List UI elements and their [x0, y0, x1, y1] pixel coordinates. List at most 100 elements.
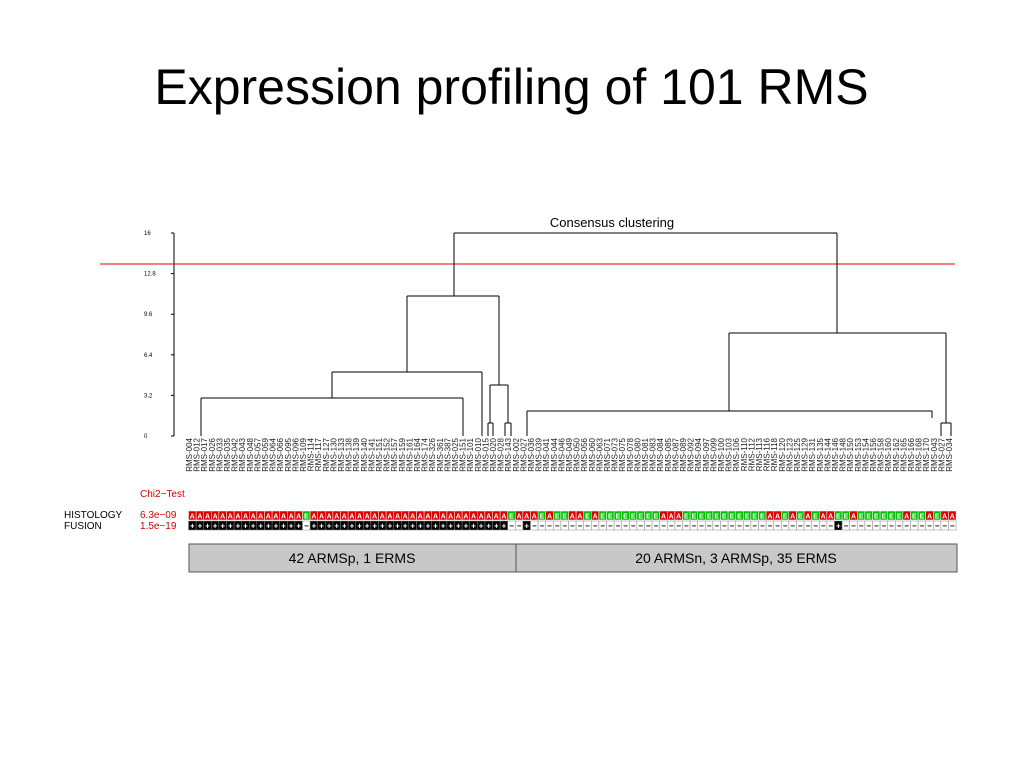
- fusion-cell-label: −: [692, 522, 697, 531]
- leaf-label: RMS-087: [671, 437, 680, 471]
- leaf-label: RMS-117: [314, 437, 323, 471]
- histology-cell-label: A: [273, 514, 278, 521]
- leaf-label: RMS-085: [664, 437, 673, 471]
- histology-cell-label: E: [730, 514, 735, 521]
- fusion-cell-label: −: [654, 522, 659, 531]
- leaf-label: RMS-100: [717, 437, 726, 471]
- leaf-label: RMS-025: [451, 437, 460, 471]
- histology-cell-label: E: [509, 514, 514, 521]
- fusion-cell-label: −: [517, 522, 522, 531]
- histology-cell-label: E: [540, 514, 545, 521]
- histology-cell-label: A: [281, 514, 286, 521]
- leaf-label: RMS-012: [193, 437, 202, 471]
- leaf-label: RMS-096: [291, 437, 300, 471]
- fusion-cell-label: −: [874, 522, 879, 531]
- histology-cell-label: E: [813, 514, 818, 521]
- fusion-cell-label: −: [851, 522, 856, 531]
- histology-cell-label: A: [486, 514, 491, 521]
- fusion-cell-label: −: [722, 522, 727, 531]
- fusion-cell-label: −: [676, 522, 681, 531]
- leaf-label: RMS-092: [687, 437, 696, 471]
- leaf-label: RMS-043: [930, 437, 939, 471]
- leaf-label: RMS-084: [656, 437, 665, 471]
- fusion-cell-label: +: [395, 522, 400, 531]
- leaf-label: RMS-027: [519, 437, 528, 471]
- fusion-cell-label: −: [866, 522, 871, 531]
- fusion-cell-label: −: [752, 522, 757, 531]
- y-tick-label: 9.6: [144, 312, 153, 318]
- group-box-right: [515, 543, 958, 573]
- fusion-cell-label: −: [798, 522, 803, 531]
- histology-cell-label: E: [646, 514, 651, 521]
- fusion-cell-label: +: [456, 522, 461, 531]
- leaf-label: RMS-060: [588, 437, 597, 471]
- leaf-label: RMS-168: [915, 437, 924, 471]
- dendrogram-branches: [200, 232, 952, 436]
- leaf-label: RMS-165: [899, 437, 908, 471]
- fusion-cell-label: +: [380, 522, 385, 531]
- group-box-left: [188, 543, 517, 573]
- fusion-cell-label: −: [532, 522, 537, 531]
- leaf-labels: RMS-004RMS-012RMS-017RMS-026RMS-033RMS-0…: [185, 437, 954, 471]
- histology-cell-label: A: [524, 514, 529, 521]
- leaf-label: RMS-151: [375, 437, 384, 471]
- fusion-cell-label: −: [760, 522, 765, 531]
- histology-cell-label: A: [213, 514, 218, 521]
- leaf-label: RMS-164: [413, 437, 422, 471]
- fusion-cell-label: −: [775, 522, 780, 531]
- leaf-label: RMS-130: [329, 437, 338, 471]
- dendrogram-y-axis: 0 3.2 6.4 9.6 12.8 16: [144, 231, 175, 440]
- leaf-label: RMS-075: [618, 437, 627, 471]
- histology-cell-label: A: [327, 514, 332, 521]
- group-bar: 42 ARMSp, 1 ERMS 20 ARMSn, 3 ARMSp, 35 E…: [188, 543, 958, 573]
- histology-cell-label: A: [577, 514, 582, 521]
- fusion-cell-label: −: [935, 522, 940, 531]
- histology-cell-label: A: [532, 514, 537, 521]
- fusion-cell-label: −: [950, 522, 955, 531]
- fusion-cell-label: +: [236, 522, 241, 531]
- histology-cell-label: E: [859, 514, 864, 521]
- fusion-cell-label: +: [502, 522, 507, 531]
- histology-cell-label: E: [798, 514, 803, 521]
- fusion-cell-label: −: [304, 522, 309, 531]
- histology-cell-label: A: [517, 514, 522, 521]
- leaf-label: RMS-080: [633, 437, 642, 471]
- fusion-cell-label: −: [600, 522, 605, 531]
- fusion-pvalue: 1.5e−19: [140, 521, 177, 532]
- fusion-cell-label: +: [464, 522, 469, 531]
- leaf-label: RMS-050: [573, 437, 582, 471]
- fusion-cell-label: −: [904, 522, 909, 531]
- fusion-cell-label: +: [403, 522, 408, 531]
- fusion-cell-label: −: [783, 522, 788, 531]
- fusion-cell-label: −: [540, 522, 545, 531]
- leaf-label: RMS-010: [474, 437, 483, 471]
- histology-cell-label: A: [767, 514, 772, 521]
- fusion-cell-label: −: [790, 522, 795, 531]
- fusion-cell-label: +: [319, 522, 324, 531]
- histology-cell-label: A: [805, 514, 810, 521]
- histology-cell-label: A: [463, 514, 468, 521]
- fusion-cell-label: +: [312, 522, 317, 531]
- histology-cell-label: E: [760, 514, 765, 521]
- fusion-cell-label: +: [486, 522, 491, 531]
- fusion-cell: [948, 520, 957, 531]
- fusion-cell-label: +: [190, 522, 195, 531]
- leaf-label: RMS-097: [702, 437, 711, 471]
- leaf-label: RMS-387: [443, 437, 452, 471]
- fusion-cell-label: +: [388, 522, 393, 531]
- histology-cell-label: E: [935, 514, 940, 521]
- histology-cell-label: A: [266, 514, 271, 521]
- fusion-cell-label: −: [897, 522, 902, 531]
- leaf-label: RMS-127: [322, 437, 331, 471]
- fusion-cell-label: −: [555, 522, 560, 531]
- fusion-cell-label: −: [638, 522, 643, 531]
- leaf-label: RMS-027: [937, 437, 946, 471]
- fusion-cell-label: +: [220, 522, 225, 531]
- histology-cell-label: A: [395, 514, 400, 521]
- leaf-label: RMS-106: [732, 437, 741, 471]
- histology-cell-label: A: [950, 514, 955, 521]
- leaf-label: RMS-133: [337, 437, 346, 471]
- fusion-cell-label: −: [942, 522, 947, 531]
- leaf-label: RMS-159: [398, 437, 407, 471]
- histology-cell-label: E: [874, 514, 879, 521]
